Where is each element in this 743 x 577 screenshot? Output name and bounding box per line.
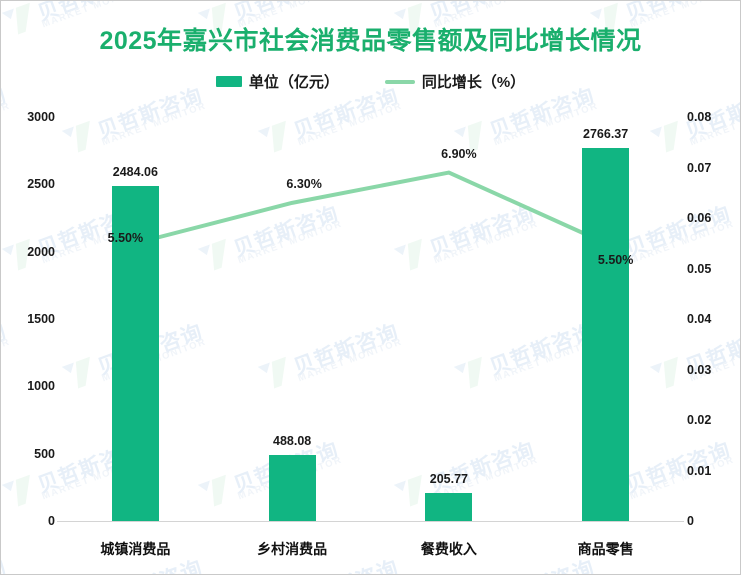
y-axis-left-tick: 2000 <box>27 244 55 259</box>
y-axis-left-tick: 3000 <box>27 110 55 124</box>
x-axis-category-3: 餐费收入 <box>420 541 477 557</box>
bar-3[interactable] <box>425 493 473 521</box>
y-axis-right-tick: 0.08 <box>687 110 712 124</box>
y-axis-left-tick: 2500 <box>27 177 55 192</box>
y-axis-right-tick: 0 <box>687 514 694 528</box>
y-axis-right-tick: 0.07 <box>687 160 712 175</box>
bar-value-label-3: 205.77 <box>429 472 468 487</box>
bar-4[interactable] <box>582 148 630 521</box>
x-axis-category-2: 乡村消费品 <box>257 541 328 557</box>
bar-2[interactable] <box>268 455 316 521</box>
y-axis-right-tick: 0.04 <box>687 312 712 326</box>
y-axis-right-tick: 0.05 <box>687 261 712 276</box>
line-value-label-1: 5.50% <box>107 231 144 246</box>
bar-1[interactable] <box>111 186 159 521</box>
x-axis-category-1: 城镇消费品 <box>100 541 171 557</box>
y-axis-left-tick: 500 <box>34 446 55 461</box>
y-axis-right-tick: 0.06 <box>687 211 712 225</box>
y-axis-right-tick: 0.01 <box>687 463 712 478</box>
y-axis-right-tick: 0.02 <box>687 413 712 427</box>
x-axis-category-4: 商品零售 <box>577 541 634 557</box>
line-value-label-3: 6.90% <box>441 146 477 161</box>
legend-label-line: 同比增长（%） <box>421 74 526 91</box>
bar-value-label-2: 488.08 <box>273 434 312 449</box>
legend-item-bar[interactable]: 单位（亿元） <box>215 71 339 92</box>
line-value-label-2: 6.30% <box>286 176 322 191</box>
y-axis-left-tick: 1000 <box>27 379 55 394</box>
line-value-label-4: 5.50% <box>597 253 634 268</box>
y-axis-right-tick: 0.03 <box>687 362 712 377</box>
y-axis-left-tick: 1500 <box>27 312 55 326</box>
legend-line-swatch-icon <box>384 79 415 84</box>
chart-title: 2025年嘉兴市社会消费品零售额及同比增长情况 <box>99 27 642 55</box>
bar-value-label-1: 2484.06 <box>112 165 158 180</box>
x-axis-baseline <box>57 521 684 522</box>
bar-value-label-4: 2766.37 <box>583 127 629 142</box>
chart-legend: 单位（亿元） 同比增长（%） <box>1 71 740 92</box>
y-axis-left-tick: 0 <box>48 514 55 528</box>
legend-bar-swatch-icon <box>215 76 242 87</box>
legend-item-line[interactable]: 同比增长（%） <box>384 71 526 92</box>
legend-label-bar: 单位（亿元） <box>248 74 339 91</box>
